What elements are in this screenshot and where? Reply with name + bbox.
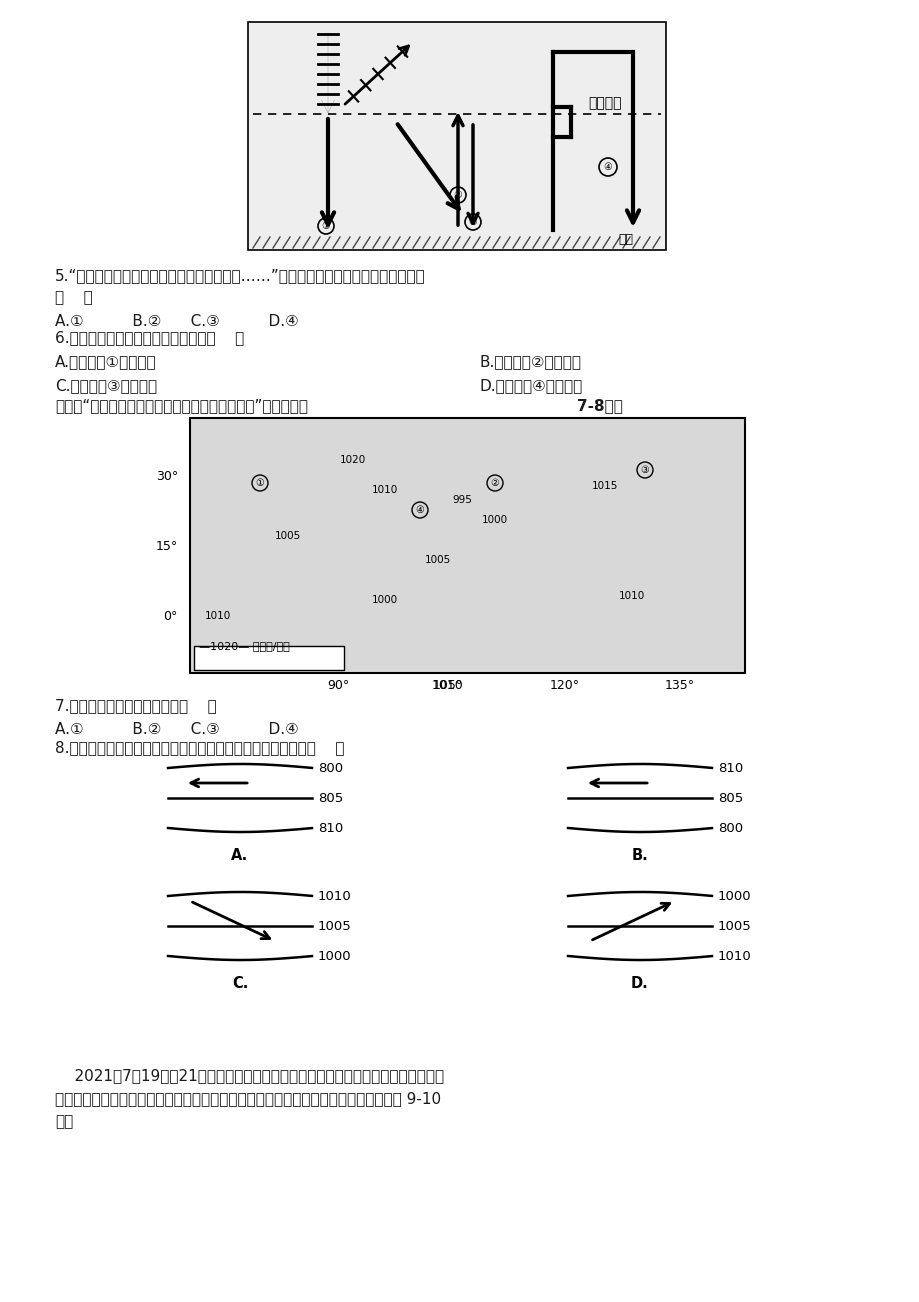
Text: 下图为“亚欧大陆某时刻海平面等压线分布示意图”。读图完成: 下图为“亚欧大陆某时刻海平面等压线分布示意图”。读图完成 — [55, 398, 308, 413]
Text: 1005: 1005 — [717, 919, 751, 932]
Text: ③: ③ — [640, 465, 649, 475]
Text: 1005: 1005 — [275, 531, 301, 542]
Text: A.①          B.②      C.③          D.④: A.① B.② C.③ D.④ — [55, 314, 299, 329]
Text: 810: 810 — [318, 822, 343, 835]
Text: 135°: 135° — [664, 680, 695, 691]
Text: —1020— 等压线/百帖: —1020— 等压线/百帖 — [199, 641, 289, 651]
Text: 995: 995 — [451, 495, 471, 505]
Text: 1010: 1010 — [618, 591, 644, 602]
Text: B.: B. — [631, 848, 648, 863]
Text: 1015: 1015 — [591, 480, 618, 491]
Text: D.: D. — [630, 976, 648, 991]
Text: 1010: 1010 — [371, 486, 398, 495]
Text: 90°: 90° — [326, 680, 348, 691]
Text: 1005: 1005 — [425, 555, 450, 565]
FancyBboxPatch shape — [194, 646, 344, 671]
Text: ①: ① — [255, 478, 264, 488]
Text: ②: ② — [490, 478, 499, 488]
Text: 105°: 105° — [433, 680, 462, 691]
Text: 120°: 120° — [550, 680, 580, 691]
Text: C.: C. — [232, 976, 248, 991]
Text: ③: ③ — [468, 217, 477, 227]
Text: 8.下列各风向示意图中（单位：百帖），表示南半球高空的是（    ）: 8.下列各风向示意图中（单位：百帖），表示南半球高空的是（ ） — [55, 740, 344, 755]
Text: 6.大气中二氧化碳含量增多，会导致（    ）: 6.大气中二氧化碳含量增多，会导致（ ） — [55, 329, 244, 345]
Text: 成较为重大的人员伤亡及财产损失。读城市水循环示意图和城市透水性人行道图。完成 9-10: 成较为重大的人员伤亡及财产损失。读城市水循环示意图和城市透水性人行道图。完成 9… — [55, 1091, 440, 1105]
Text: A.地面吸收①辐射增多: A.地面吸收①辐射增多 — [55, 354, 156, 368]
Text: ④: ④ — [603, 161, 612, 172]
Text: 7-8题。: 7-8题。 — [576, 398, 622, 413]
Text: 1010: 1010 — [318, 889, 351, 902]
Text: ①: ① — [322, 221, 330, 230]
FancyBboxPatch shape — [190, 418, 744, 673]
Text: 805: 805 — [717, 792, 743, 805]
Text: ②: ② — [453, 190, 462, 201]
Text: 题。: 题。 — [55, 1115, 74, 1129]
Text: A.: A. — [231, 848, 248, 863]
Text: 1000: 1000 — [482, 516, 507, 525]
Text: 810: 810 — [717, 762, 743, 775]
Text: 1010: 1010 — [205, 611, 231, 621]
Text: 1010: 1010 — [432, 680, 463, 691]
Text: 大气上界: 大气上界 — [587, 96, 621, 109]
Text: 0°: 0° — [164, 609, 177, 622]
Text: 5.“在麦田边点起一堆一堆的柴草，浓烟滚滚……”其作用与图中所示箭头对应正确的是: 5.“在麦田边点起一堆一堆的柴草，浓烟滚滚……”其作用与图中所示箭头对应正确的是 — [55, 268, 425, 283]
Text: （    ）: （ ） — [55, 290, 93, 305]
Text: 1020: 1020 — [339, 454, 366, 465]
Text: 7.下列四地中，吹偏南风的是（    ）: 7.下列四地中，吹偏南风的是（ ） — [55, 698, 217, 713]
Text: 805: 805 — [318, 792, 343, 805]
Text: 800: 800 — [717, 822, 743, 835]
Text: 1000: 1000 — [371, 595, 398, 605]
Text: ④: ④ — [415, 505, 424, 516]
Text: 地面: 地面 — [618, 233, 632, 246]
Text: B.大气吸收②辐射减少: B.大气吸收②辐射减少 — [480, 354, 582, 368]
Text: 800: 800 — [318, 762, 343, 775]
Text: D.大气吸收④辐射增多: D.大气吸收④辐射增多 — [480, 378, 583, 393]
Text: 1000: 1000 — [717, 889, 751, 902]
Text: 30°: 30° — [155, 470, 177, 483]
Text: A.①          B.②      C.③          D.④: A.① B.② C.③ D.④ — [55, 723, 299, 737]
Text: C.地面吸收③辐射减少: C.地面吸收③辐射减少 — [55, 378, 157, 393]
Text: 15°: 15° — [155, 539, 177, 552]
Text: 1000: 1000 — [318, 949, 351, 962]
Text: 1010: 1010 — [717, 949, 751, 962]
FancyBboxPatch shape — [248, 22, 665, 250]
Text: 2021年7月19日至21日，河南省中北部出现特大暴雨，郑州城区出现严重内淝，造: 2021年7月19日至21日，河南省中北部出现特大暴雨，郑州城区出现严重内淝，造 — [55, 1068, 444, 1083]
Text: 1005: 1005 — [318, 919, 351, 932]
